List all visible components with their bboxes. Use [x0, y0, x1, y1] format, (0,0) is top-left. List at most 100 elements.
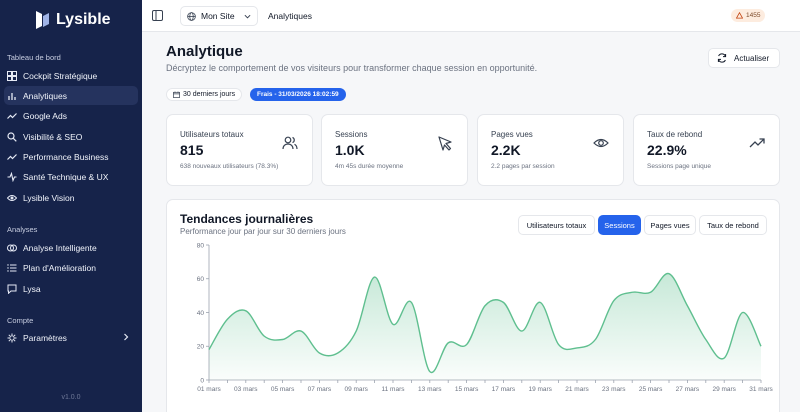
x-tick-label: 29 mars: [712, 386, 736, 393]
page-subtitle: Décryptez le comportement de vos visiteu…: [166, 63, 538, 73]
bar-chart-icon: [7, 91, 17, 101]
refresh-icon: [717, 53, 727, 63]
brain-icon: [7, 243, 17, 253]
y-tick-label: 20: [197, 344, 205, 351]
app-version: v1.0.0: [61, 394, 81, 401]
x-tick-label: 11 mars: [382, 386, 406, 393]
sidebar-item-vision[interactable]: Lysible Vision: [4, 188, 138, 207]
sidebar-item-label: Plan d'Amélioration: [23, 262, 96, 273]
sidebar-item-label: Cockpit Stratégique: [23, 70, 98, 81]
refresh-button[interactable]: Actualiser: [708, 48, 780, 68]
calendar-icon: [173, 91, 180, 98]
kpi-card-bounce-rate: Taux de rebond 22.9% Sessions page uniqu…: [633, 114, 780, 186]
freshness-badge: Frais - 31/03/2026 18:02:59: [250, 88, 346, 101]
kpi-label: Pages vues: [491, 130, 533, 139]
kpi-subtext: 638 nouveaux utilisateurs (78.3%): [180, 163, 279, 170]
pulse-icon: [7, 171, 17, 182]
sidebar-item-analytics[interactable]: Analytiques: [4, 86, 138, 105]
sidebar-item-cockpit[interactable]: Cockpit Stratégique: [4, 66, 138, 85]
kpi-value: 22.9%: [647, 142, 687, 158]
x-tick-label: 15 mars: [455, 386, 479, 393]
sidebar-item-label: Lysa: [23, 283, 41, 294]
x-tick-label: 31 mars: [749, 386, 773, 393]
kpi-subtext: 2.2 pages par session: [491, 163, 555, 170]
sidebar-item-label: Santé Technique & UX: [23, 171, 109, 182]
sidebar-item-seo[interactable]: Visibilité & SEO: [4, 127, 138, 146]
users-icon: [282, 136, 298, 150]
sidebar-item-health[interactable]: Santé Technique & UX: [4, 167, 138, 186]
sidebar-item-label: Performance Business: [23, 151, 109, 162]
page-title: Analytique: [166, 43, 243, 60]
section-title-account: Compte: [7, 316, 34, 325]
x-tick-label: 09 mars: [344, 386, 368, 393]
kpi-value: 2.2K: [491, 142, 521, 158]
site-selector[interactable]: Mon Site: [180, 6, 258, 26]
kpi-subtext: 4m 45s durée moyenne: [335, 163, 404, 170]
kpi-value: 1.0K: [335, 142, 365, 158]
trend-icon: [7, 111, 17, 121]
period-selector[interactable]: 30 derniers jours: [166, 88, 243, 101]
credits-badge-value: 1455: [746, 12, 761, 19]
sessions-area-chart: 0 20 40 60 80 01 mars 03 mars 05 mars 07 mars 09 …: [197, 242, 774, 393]
x-tick-label: 19 mars: [528, 386, 552, 393]
x-tick-label: 03 mars: [234, 386, 258, 393]
trends-subtitle: Performance jour par jour sur 30 dernier…: [180, 227, 346, 236]
breadcrumb: Analytiques: [268, 11, 312, 21]
tab-page-views[interactable]: Pages vues: [644, 215, 696, 235]
grid-icon: [7, 70, 17, 81]
kpi-label: Sessions: [335, 130, 368, 139]
chevron-down-icon: [244, 14, 251, 19]
site-selector-label: Mon Site: [201, 11, 235, 21]
kpi-subtext: Sessions page unique: [647, 163, 711, 170]
y-tick-label: 80: [197, 242, 205, 249]
sidebar-item-google-ads[interactable]: Google Ads: [4, 106, 138, 125]
kpi-value: 815: [180, 142, 204, 158]
kpi-label: Utilisateurs totaux: [180, 130, 244, 139]
globe-icon: [187, 11, 196, 21]
sidebar-item-performance[interactable]: Performance Business: [4, 147, 138, 166]
tab-sessions[interactable]: Sessions: [598, 215, 641, 235]
y-tick-label: 40: [197, 310, 205, 317]
kpi-card-users: Utilisateurs totaux 815 638 nouveaux uti…: [166, 114, 313, 186]
x-tick-label: 25 mars: [639, 386, 663, 393]
sidebar-item-label: Google Ads: [23, 110, 67, 121]
sidebar-item-label: Analyse Intelligente: [23, 242, 97, 253]
sidebar-item-label: Lysible Vision: [23, 192, 75, 203]
topbar: Mon Site Analytiques 1455: [142, 0, 800, 32]
x-tick-label: 21 mars: [565, 386, 589, 393]
search-icon: [7, 131, 17, 142]
x-tick-label: 13 mars: [418, 386, 442, 393]
x-tick-label: 07 mars: [308, 386, 332, 393]
eye-icon: [7, 193, 17, 203]
sidebar-item-smart-analysis[interactable]: Analyse Intelligente: [4, 238, 138, 257]
refresh-button-label: Actualiser: [734, 53, 770, 63]
sidebar-item-lysa[interactable]: Lysa: [4, 279, 138, 298]
list-icon: [7, 263, 17, 273]
chevron-right-icon[interactable]: [122, 333, 130, 341]
kpi-label: Taux de rebond: [647, 130, 703, 139]
tab-bounce-rate[interactable]: Taux de rebond: [699, 215, 767, 235]
y-tick-label: 60: [197, 276, 205, 283]
credits-badge[interactable]: 1455: [731, 9, 766, 22]
kpi-card-sessions: Sessions 1.0K 4m 45s durée moyenne: [321, 114, 468, 186]
sidebar-item-settings[interactable]: Paramètres: [4, 328, 138, 347]
x-tick-label: 01 mars: [197, 386, 221, 393]
eye-icon: [593, 138, 609, 148]
lysible-logo-icon: [36, 11, 49, 29]
sidebar-toggle-icon[interactable]: [152, 10, 163, 21]
section-title-dashboard: Tableau de bord: [7, 53, 61, 62]
sessions-area-fill: [209, 273, 761, 380]
trend-icon: [7, 152, 17, 162]
sidebar-item-label: Analytiques: [23, 90, 67, 101]
section-title-analyses: Analyses: [7, 225, 38, 234]
brand[interactable]: Lysible: [34, 10, 111, 30]
kpi-card-pageviews: Pages vues 2.2K 2.2 pages par session: [477, 114, 624, 186]
tab-total-users[interactable]: Utilisateurs totaux: [518, 215, 595, 235]
x-tick-label: 17 mars: [492, 386, 516, 393]
cursor-icon: [438, 136, 452, 151]
x-tick-label: 05 mars: [271, 386, 295, 393]
sidebar-item-label: Paramètres: [23, 332, 67, 343]
gear-icon: [7, 333, 17, 343]
x-tick-label: 23 mars: [602, 386, 626, 393]
sidebar-item-improvement-plan[interactable]: Plan d'Amélioration: [4, 258, 138, 277]
